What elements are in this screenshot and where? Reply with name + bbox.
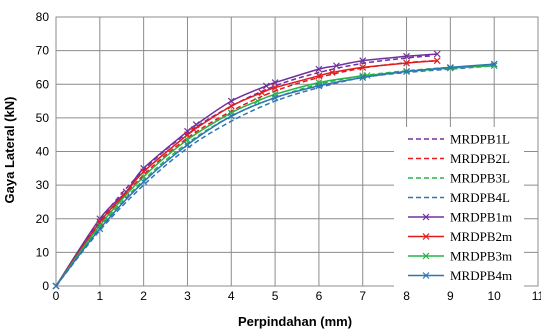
legend-label: MRDPB3m — [450, 249, 512, 264]
data-point — [315, 65, 323, 73]
legend-marker — [422, 233, 430, 240]
series-mrdpb4m — [52, 60, 498, 290]
data-point — [262, 82, 270, 90]
y-tick-label: 60 — [36, 77, 50, 91]
legend-item-mrdpb2m: MRDPB2m — [408, 229, 512, 244]
data-point — [184, 136, 191, 144]
y-tick-label: 30 — [36, 178, 50, 192]
x-tick-label: 2 — [140, 289, 147, 303]
data-point — [184, 131, 191, 139]
y-tick-label: 10 — [36, 245, 50, 259]
legend-item-mrdpb1l: MRDPB1L — [408, 132, 510, 147]
data-point — [271, 79, 279, 86]
data-point — [403, 68, 410, 75]
data-point — [271, 94, 279, 102]
y-tick-label: 70 — [36, 44, 50, 58]
data-point — [258, 89, 266, 97]
x-tick-labels: 0 1 2 3 4 5 6 7 8 9 10 11 — [53, 289, 541, 303]
x-tick-label: 9 — [447, 289, 454, 303]
legend-label: MRDPB2L — [450, 151, 510, 166]
x-tick-label: 4 — [228, 289, 235, 303]
legend-item-mrdpb4m: MRDPB4m — [408, 268, 512, 283]
y-tick-label: 80 — [36, 10, 50, 24]
legend-marker — [422, 272, 430, 279]
x-tick-label: 11 — [532, 289, 541, 303]
legend-label: MRDPB1m — [450, 210, 512, 225]
y-tick-label: 20 — [36, 212, 50, 226]
y-tick-label: 40 — [36, 145, 50, 159]
plot-area — [52, 50, 498, 290]
x-axis-title: Perpindahan (mm) — [238, 314, 352, 329]
legend-item-mrdpb1m: MRDPB1m — [408, 210, 512, 225]
legend-label: MRDPB2m — [450, 229, 512, 244]
y-tick-labels: 0 10 20 30 40 50 60 70 80 — [36, 10, 50, 293]
series-mrdpb1l — [55, 54, 433, 287]
legend-label: MRDPB1L — [450, 132, 510, 147]
data-point — [52, 282, 60, 290]
data-point — [315, 82, 323, 90]
data-point — [433, 57, 441, 65]
plot-frame — [55, 16, 539, 287]
axes — [55, 16, 539, 287]
legend-label: MRDPB3L — [450, 171, 510, 186]
legend-item-mrdpb3m: MRDPB3m — [408, 249, 512, 264]
data-point — [333, 62, 340, 70]
data-point — [315, 72, 323, 80]
x-tick-label: 5 — [272, 289, 279, 303]
legend: MRDPB1L MRDPB2L MRDPB3L MRDPB4L MRDPB1m MRDPB… — [394, 127, 524, 287]
data-point — [227, 112, 235, 120]
series-mrdpb4l — [55, 65, 495, 287]
data-point — [227, 97, 235, 105]
legend-item-mrdpb3l: MRDPB3L — [408, 171, 510, 186]
y-tick-label: 0 — [42, 279, 49, 293]
legend-label: MRDPB4L — [450, 190, 510, 205]
x-tick-label: 3 — [184, 289, 191, 303]
data-point — [490, 60, 498, 68]
y-axis-title: Gaya Lateral (kN) — [2, 97, 17, 204]
data-point — [271, 84, 279, 92]
legend-item-mrdpb4l: MRDPB4L — [408, 190, 510, 205]
series-line-mrdpb1l — [55, 54, 433, 287]
series-line-mrdpb4l — [55, 65, 495, 287]
data-point — [359, 57, 367, 65]
data-point — [140, 168, 148, 176]
x-tick-label: 8 — [403, 289, 410, 303]
data-point — [328, 69, 336, 76]
data-point — [403, 52, 410, 60]
legend-item-mrdpb2l: MRDPB2L — [408, 151, 510, 166]
x-tick-label: 6 — [316, 289, 323, 303]
data-point — [140, 173, 148, 181]
legend-box — [394, 127, 524, 287]
x-tick-label: 0 — [53, 289, 60, 303]
data-point — [184, 141, 191, 149]
x-tick-label: 7 — [359, 289, 366, 303]
legend-marker — [422, 252, 430, 260]
legend-label: MRDPB4m — [450, 268, 512, 283]
data-point — [120, 191, 128, 199]
y-tick-label: 50 — [36, 111, 50, 125]
data-point — [446, 64, 454, 71]
data-point — [359, 74, 367, 81]
data-point — [227, 102, 235, 110]
x-tick-label: 10 — [488, 289, 502, 303]
legend-marker — [422, 213, 430, 221]
series-line-mrdpb1m — [55, 53, 438, 287]
data-point — [96, 225, 104, 233]
series-mrdpb1m — [52, 50, 441, 290]
data-point — [403, 59, 410, 67]
data-point — [433, 50, 441, 58]
data-point — [190, 126, 198, 134]
series-mrdpb2m — [52, 57, 441, 290]
x-tick-label: 1 — [96, 289, 103, 303]
data-point — [140, 178, 148, 186]
data-point — [359, 64, 367, 71]
